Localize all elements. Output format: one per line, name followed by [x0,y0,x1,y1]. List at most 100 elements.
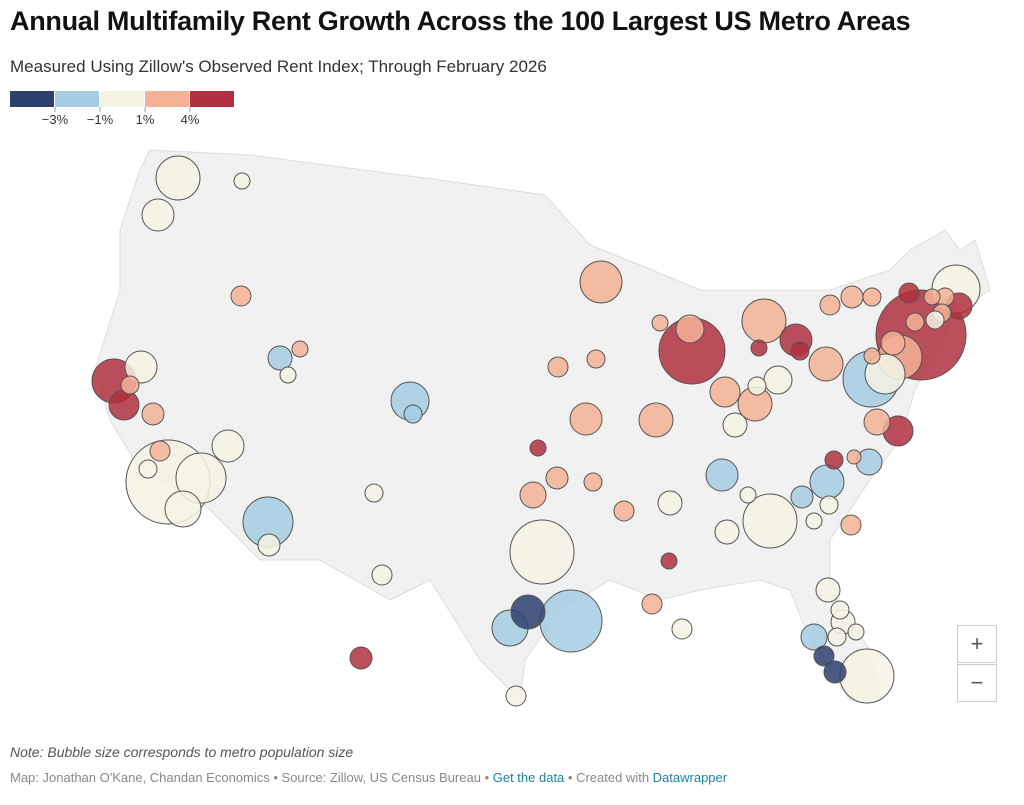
metro-bubble [671,618,693,640]
metro-bubble [230,285,252,307]
metro-bubble [824,450,844,470]
metro-bubble [641,593,663,615]
metro-bubble [722,412,748,438]
metro-bubble [823,660,847,684]
legend-label: −1% [87,112,114,127]
metro-bubble [613,500,635,522]
footer: Map: Jonathan O'Kane, Chandan Economics … [10,770,727,785]
metro-bubble [862,287,882,307]
metro-bubble [847,623,865,641]
metro-bubble [840,514,862,536]
metro-bubble [138,459,158,479]
metro-bubble [211,429,245,463]
metro-bubble [815,577,841,603]
metro-bubble [846,449,862,465]
zoom-in[interactable]: + [957,625,997,663]
metro-bubble [739,486,757,504]
metro-bubble [579,260,623,304]
legend: −3% −1% 1% 4% [10,91,234,127]
metro-bubble [805,512,823,530]
metro-bubble [638,402,674,438]
metro-bubble [155,155,201,201]
map: −3% −1% 1% 4% [10,91,991,707]
metro-bubble [905,312,925,332]
metro-bubble [164,490,202,528]
credit: Map: Jonathan O'Kane, Chandan Economics … [10,770,493,785]
metro-bubble [714,519,740,545]
metro-bubble [529,439,547,457]
metro-bubble [175,452,227,504]
metro-bubble [741,298,787,344]
metro-bubble [898,282,920,304]
metro-bubble [149,440,171,462]
legend-swatch [55,91,99,107]
metro-bubble [108,389,140,421]
metro-bubble [651,314,669,332]
metro-bubble [819,495,839,515]
metro-bubble [809,464,845,500]
legend-swatch [190,91,234,107]
metro-bubble [141,402,165,426]
metro-bubble [827,627,847,647]
metro-bubble [257,533,281,557]
metro-bubble [863,408,891,436]
metro-bubble [547,356,569,378]
metro-bubble [509,519,575,585]
legend-label: 1% [136,112,155,127]
legend-swatch [100,91,144,107]
metro-bubble [864,353,906,395]
separator: • Created with [564,770,653,785]
metro-bubble [819,294,841,316]
metro-bubble [586,349,606,369]
metro-bubble [747,376,767,396]
metro-bubble [790,341,810,361]
metro-bubble [660,552,678,570]
metro-bubble [709,376,741,408]
metro-bubble [539,589,603,653]
metro-bubble [880,330,906,356]
metro-bubble [120,375,140,395]
legend-label: −3% [42,112,69,127]
metro-bubble [519,481,547,509]
bubbles [91,155,981,707]
metro-bubble [790,485,814,509]
subtitle: Measured Using Zillow's Observed Rent In… [10,57,547,76]
metro-bubble [364,483,384,503]
metro-bubble [813,645,835,667]
metro-bubble [808,346,844,382]
metro-bubble [863,347,881,365]
metro-bubble [840,285,864,309]
metro-bubble [583,472,603,492]
zoom-out[interactable]: − [957,664,997,702]
metro-bubble [371,564,393,586]
title: Annual Multifamily Rent Growth Across th… [10,6,911,36]
metro-bubble [742,493,798,549]
metro-bubble [830,600,850,620]
metro-bubble [839,648,895,704]
metro-bubble [291,340,309,358]
metro-bubble [279,366,297,384]
metro-bubble [675,314,705,344]
note: Note: Bubble size corresponds to metro p… [10,744,354,760]
legend-label: 4% [181,112,200,127]
metro-bubble [267,345,293,371]
metro-bubble [545,466,569,490]
tool-link[interactable]: Datawrapper [652,770,728,785]
metro-bubble [505,685,527,707]
metro-bubble [705,458,739,492]
metro-bubble [569,402,603,436]
legend-swatch [145,91,189,107]
metro-bubble [763,365,793,395]
data-link[interactable]: Get the data [492,770,565,785]
metro-bubble [233,172,251,190]
metro-bubble [925,310,945,330]
legend-swatch [10,91,54,107]
metro-bubble [403,404,423,424]
metro-bubble [923,288,941,306]
metro-bubble [510,594,546,630]
metro-bubble [657,490,683,516]
metro-bubble [124,350,158,384]
metro-bubble [141,198,175,232]
metro-bubble [349,646,373,670]
